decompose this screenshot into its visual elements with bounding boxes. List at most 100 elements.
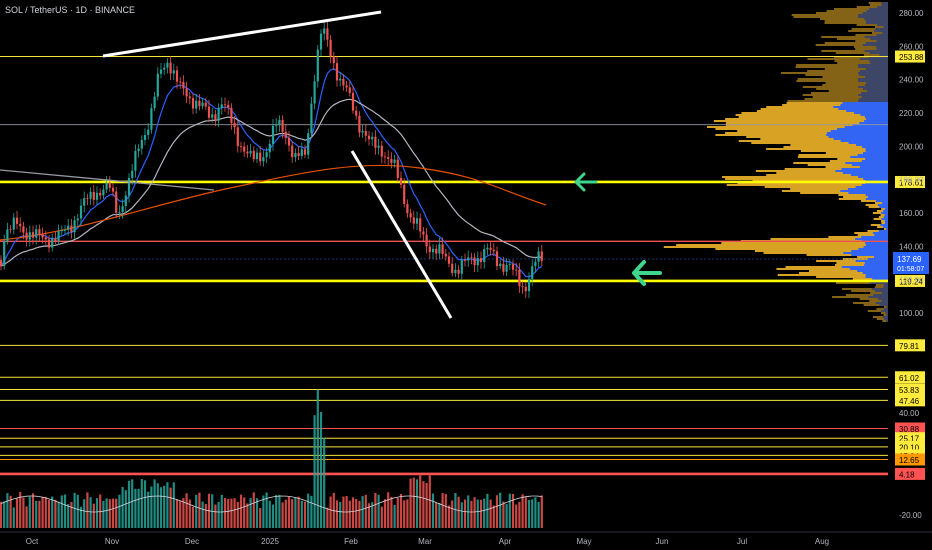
candle (316, 49, 319, 82)
profile-value-area-bar (881, 300, 888, 302)
volume-bar (105, 498, 108, 528)
profile-bar (852, 278, 888, 280)
price-tick: 220.00 (899, 109, 924, 118)
arrow-icon[interactable] (632, 260, 662, 286)
profile-value-area-bar (882, 316, 888, 318)
profile-value-area-bar (861, 92, 888, 94)
profile-value-area-bar (864, 50, 888, 52)
level-label: 4.18 (899, 470, 915, 479)
volume-bar (435, 502, 438, 528)
grey-trendline[interactable] (0, 169, 215, 191)
profile-value-area-bar (876, 48, 888, 50)
profile-bar (755, 170, 888, 172)
profile-value-area-bar (857, 176, 888, 178)
level-label: 25.17 (899, 435, 920, 444)
volume-bar (92, 503, 95, 528)
volume-bar (227, 499, 230, 528)
profile-value-area-bar (869, 52, 888, 54)
profile-value-area-bar (858, 80, 888, 82)
volume-bar (505, 504, 508, 528)
volume-bar (15, 498, 19, 528)
candle (342, 78, 345, 86)
candle (297, 153, 300, 156)
profile-value-area-bar (872, 232, 888, 234)
candle (415, 218, 419, 224)
profile-value-area-bar (862, 44, 888, 46)
volume-bar (246, 503, 249, 528)
profile-bar (766, 174, 888, 176)
descending-trendline[interactable] (350, 150, 453, 319)
profile-bar (715, 248, 888, 250)
profile-bar (843, 196, 888, 198)
profile-value-area-bar (855, 238, 888, 240)
volume-bar (483, 498, 486, 528)
profile-bar (855, 48, 888, 50)
profile-bar (777, 274, 888, 276)
volume-bar (476, 499, 479, 528)
profile-value-area-bar (883, 286, 888, 288)
profile-bar (835, 282, 888, 284)
profile-value-area-bar (883, 216, 888, 218)
profile-value-area-bar (880, 224, 888, 226)
profile-value-area-bar (864, 264, 888, 266)
profile-bar (793, 162, 888, 164)
time-axis: Oct Nov Dec 2025 Feb Mar Apr May Jun Jul Aug (0, 531, 932, 546)
profile-value-area-bar (830, 130, 888, 132)
profile-value-area-bar (859, 122, 888, 124)
candle (137, 148, 140, 152)
profile-bar (807, 70, 888, 72)
profile-value-area-bar (874, 256, 888, 258)
profile-value-area-bar (874, 30, 888, 32)
profile-bar (875, 284, 888, 286)
candle (441, 244, 444, 254)
profile-value-area-bar (865, 242, 888, 244)
profile-value-area-bar (874, 234, 888, 236)
volume-bar (35, 500, 38, 528)
candle (236, 127, 239, 147)
volume-bar (60, 495, 63, 528)
volume-bar (377, 494, 380, 528)
candle (252, 150, 255, 160)
profile-bar (725, 118, 888, 120)
profile-value-area-bar (879, 304, 888, 306)
profile-value-area-bar (886, 228, 888, 230)
volume-bar (326, 507, 329, 528)
volume-bar (335, 500, 339, 528)
price-tick: 100.00 (899, 309, 924, 318)
profile-bar (781, 190, 888, 192)
volume-bar (259, 508, 262, 528)
resistance-trendline[interactable] (102, 10, 382, 58)
level-label: 20.10 (899, 443, 920, 452)
profile-bar (815, 44, 888, 46)
volume-bar (294, 497, 297, 528)
volume-bar (102, 500, 105, 528)
arrow-icon[interactable] (574, 172, 598, 192)
profile-value-area-bar (880, 310, 888, 312)
volume-bar (447, 505, 451, 528)
candle (259, 152, 262, 162)
candle (175, 70, 179, 82)
profile-value-area-bar (865, 198, 888, 200)
candle (265, 152, 268, 158)
profile-value-area-bar (881, 4, 888, 6)
candle (479, 258, 483, 263)
profile-bar (832, 296, 888, 298)
volume-bar (454, 493, 457, 528)
price-tick: 200.00 (899, 142, 924, 151)
profile-bar (853, 302, 888, 304)
profile-value-area-bar (861, 184, 888, 186)
candle (211, 114, 214, 118)
volume-bar (492, 505, 495, 528)
profile-value-area-bar (862, 88, 888, 90)
price-tick: 140.00 (899, 242, 924, 251)
profile-value-area-bar (865, 274, 888, 276)
level-label: 30.88 (899, 425, 920, 434)
current-price-countdown: 01:58:07 (897, 266, 924, 273)
candle (57, 231, 60, 242)
profile-value-area-bar (878, 230, 888, 232)
candle (502, 263, 505, 272)
volume-bar (67, 504, 70, 528)
profile-bar (760, 108, 888, 110)
profile-bar (848, 30, 888, 32)
time-tick: Dec (185, 537, 199, 546)
